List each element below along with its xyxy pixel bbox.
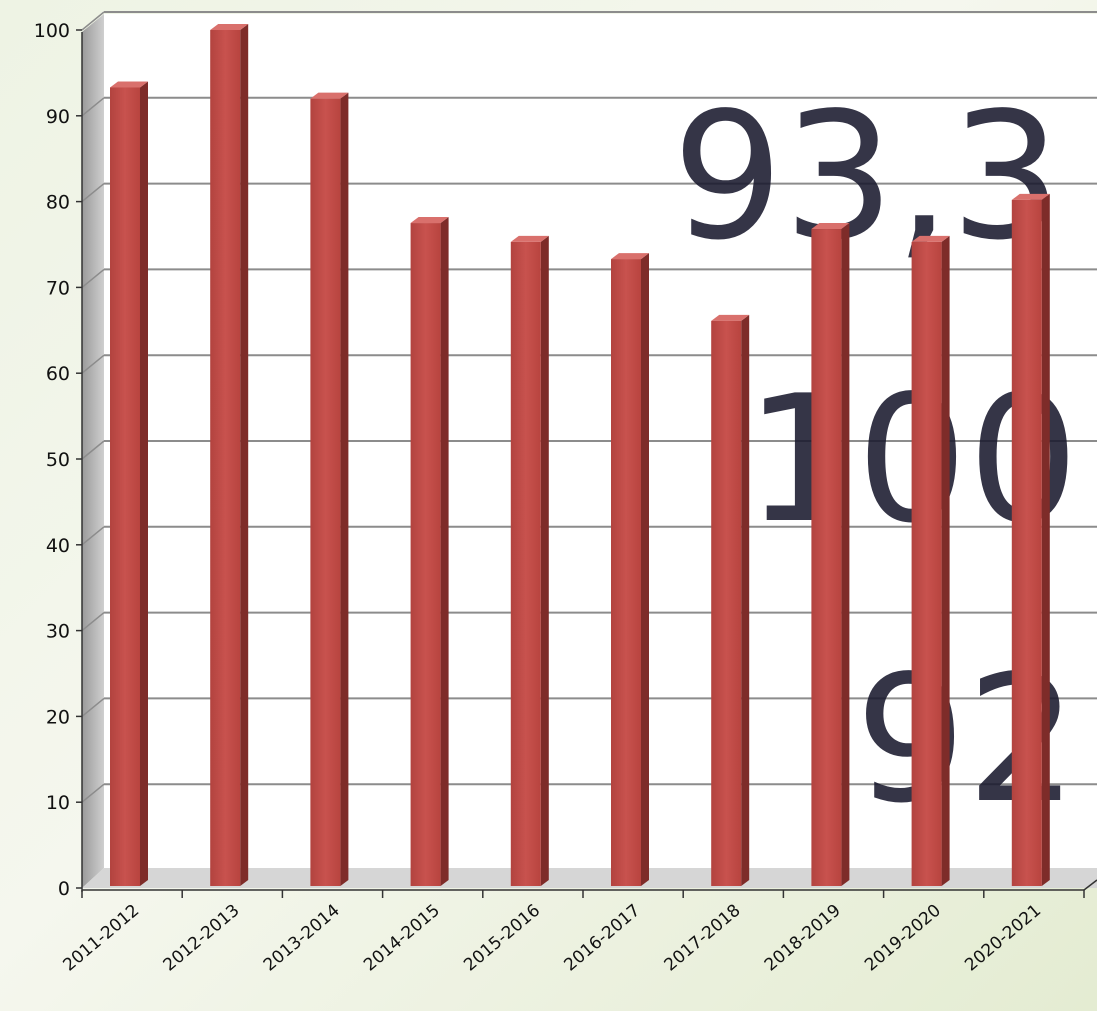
bar-side	[440, 217, 449, 887]
y-tick-label: 70	[46, 277, 70, 299]
x-tick-label: 2015-2016	[460, 901, 544, 976]
gridline-side	[81, 697, 105, 717]
x-tick-label: 2018-2019	[761, 901, 845, 976]
x-tick-label: 2012-2013	[160, 901, 244, 976]
bar	[510, 235, 549, 886]
bar-front	[911, 241, 942, 886]
bar-side	[941, 235, 950, 886]
x-axis-floor-edge	[1083, 879, 1097, 891]
bar-front	[711, 320, 742, 886]
gridline-side	[81, 183, 105, 203]
bar-side	[540, 235, 549, 886]
y-tick-label: 40	[46, 535, 70, 557]
x-tick-label: 2013-2014	[260, 901, 344, 976]
bar-side	[240, 24, 249, 886]
x-tick-label: 2014-2015	[360, 901, 444, 976]
gridline-side	[81, 97, 105, 117]
y-tick-label: 50	[46, 449, 70, 471]
x-tick-label: 2016-2017	[560, 901, 644, 976]
y-tick-label: 60	[46, 363, 70, 385]
bar-top	[510, 235, 549, 242]
bar-front	[811, 229, 842, 886]
bar-top	[1011, 193, 1050, 200]
plot-side-wall	[82, 14, 104, 888]
gridline-side	[81, 612, 105, 632]
bar-front	[510, 241, 541, 886]
annotation-1: 93,3	[672, 76, 1062, 279]
y-tick-label: 0	[58, 878, 70, 900]
x-tick-label: 2017-2018	[661, 901, 745, 976]
bar	[310, 92, 349, 886]
bar	[711, 314, 750, 886]
bar	[1011, 193, 1050, 886]
y-tick-label: 30	[46, 621, 70, 643]
bar-top	[811, 223, 850, 230]
bar-front	[611, 259, 641, 886]
gridline-side	[81, 526, 105, 546]
gridline-side	[81, 783, 105, 803]
bar-front	[210, 30, 241, 886]
y-tick-label: 100	[34, 20, 70, 42]
bar-side	[841, 223, 850, 886]
bar	[811, 223, 850, 886]
y-axis: 0 10 20 30 40 50 60 70 80 90 100	[34, 20, 82, 900]
gridline-side	[81, 440, 105, 460]
bar	[911, 235, 950, 886]
bar	[611, 253, 649, 886]
bar	[410, 217, 449, 887]
y-tick-label: 90	[46, 106, 70, 128]
bar-side	[1041, 193, 1050, 886]
x-tick-label: 2011-2012	[59, 901, 143, 976]
bar-side	[741, 314, 750, 886]
bar-top	[310, 92, 349, 99]
y-tick-label: 10	[46, 792, 70, 814]
y-tick-label: 20	[46, 706, 70, 728]
bar-side	[641, 253, 649, 886]
x-tick-label: 2019-2020	[861, 901, 945, 976]
bar-top	[611, 253, 649, 260]
bar-side	[140, 81, 148, 886]
bar-top	[410, 217, 449, 224]
bar-front	[110, 87, 140, 886]
x-tick-label: 2020-2021	[961, 901, 1045, 976]
bar-top	[110, 81, 148, 88]
gridline-side	[81, 268, 105, 288]
bar-top	[210, 24, 249, 30]
x-axis: 2011-2012 2012-2013 2013-2014 2014-2015 2015…	[59, 890, 1085, 976]
gridline-side	[81, 354, 105, 374]
bar-side	[340, 92, 349, 886]
bar	[210, 24, 249, 886]
y-tick-label: 80	[46, 192, 70, 214]
bar-top	[911, 235, 950, 242]
bars	[110, 24, 1050, 887]
bar-front	[310, 98, 341, 886]
bar-front	[1011, 199, 1042, 886]
bar-front	[410, 223, 441, 887]
bar-top	[711, 314, 750, 321]
gridline-side	[81, 11, 105, 31]
bar	[110, 81, 148, 886]
